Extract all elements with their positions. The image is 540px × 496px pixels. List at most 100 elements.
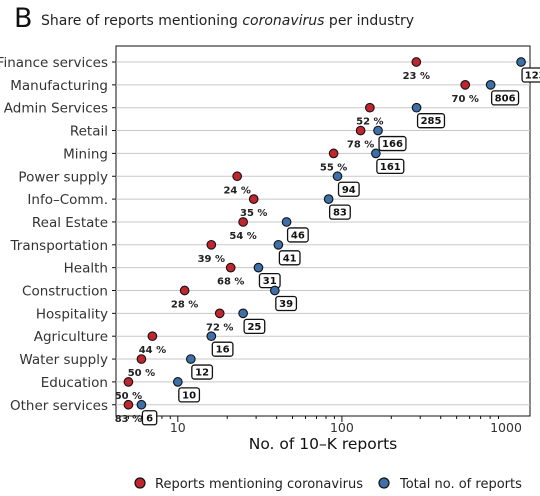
mentioning-reports-point	[238, 217, 248, 227]
total-reports-point	[411, 102, 422, 113]
gridlines	[116, 61, 530, 406]
share-label: 44 %	[139, 345, 166, 356]
total-reports-point	[238, 308, 248, 319]
share-label: 83 %	[115, 414, 142, 425]
category-labels: Finance services Manufacturing Admin Servi…	[0, 55, 116, 414]
legend-marker-total-reports	[378, 477, 390, 489]
total-label-box	[211, 341, 234, 357]
legend: Reports mentioning coronavirus Total no.…	[134, 477, 522, 492]
total-reports-point	[273, 239, 284, 250]
chart-title-prefix: Share of reports mentioning	[41, 13, 242, 29]
total-label: 6	[146, 413, 153, 424]
legend-label-reports-mentioning: Reports mentioning coronavirus	[155, 477, 363, 492]
share-label: 50 %	[115, 391, 142, 402]
share-label: 24 %	[223, 185, 250, 196]
share-label: 54 %	[229, 231, 256, 242]
total-reports-point	[516, 57, 526, 67]
mentioning-reports-point	[355, 125, 366, 136]
total-reports-point	[206, 331, 217, 342]
category-label: Power supply	[18, 169, 108, 185]
total-label: 16	[216, 345, 230, 356]
plot-frame	[115, 45, 531, 417]
total-label: 39	[279, 299, 293, 310]
total-reports-point	[269, 285, 280, 296]
mentioning-reports-point	[136, 354, 147, 364]
total-label-box	[191, 364, 214, 380]
chart-title: Share of reports mentioning coronavirus …	[41, 13, 414, 29]
total-label-box	[491, 90, 520, 106]
total-reports-point	[371, 148, 381, 159]
total-label-box	[275, 295, 298, 312]
share-label: 23 %	[403, 71, 430, 82]
chart-title-suffix: per industry	[324, 13, 414, 29]
category-label: Manufacturing	[10, 78, 108, 94]
x-tick-label: 1000	[490, 420, 522, 435]
total-reports-point	[253, 262, 264, 273]
total-label: 285	[421, 116, 442, 127]
share-label: 39 %	[198, 254, 225, 265]
category-label: Transportation	[10, 238, 108, 254]
mentioning-reports-point	[206, 239, 217, 250]
panel-letter: B	[14, 3, 33, 34]
legend-label-total-reports: Total no. of reports	[399, 477, 522, 492]
share-label: 35 %	[240, 208, 267, 219]
total-reports-point	[136, 399, 147, 410]
share-label: 50 %	[128, 368, 155, 379]
mentioning-reports-point	[365, 102, 375, 113]
category-label: Construction	[22, 284, 108, 300]
total-label-box	[416, 113, 446, 129]
category-label: Education	[41, 375, 108, 391]
mentioning-reports-point	[328, 148, 339, 159]
category-label: Finance services	[0, 55, 108, 71]
total-label-box	[378, 135, 407, 152]
category-label: Mining	[63, 146, 108, 162]
total-reports-point	[485, 79, 496, 90]
category-label: Info–Comm.	[27, 192, 108, 208]
total-label: 31	[263, 276, 277, 287]
mentioning-reports-point	[225, 262, 236, 273]
category-label: Other services	[10, 398, 108, 414]
total-label-box	[243, 318, 266, 335]
total-label: 41	[283, 253, 297, 264]
mentioning-reports-point	[179, 285, 190, 296]
mentioning-reports-point	[214, 308, 225, 319]
total-label-box	[286, 227, 309, 243]
total-label: 94	[342, 185, 356, 196]
total-label: 10	[182, 390, 196, 401]
total-label-box	[328, 204, 351, 220]
legend-marker-reports-mentioning	[134, 477, 146, 489]
share-label: 52 %	[356, 117, 383, 128]
category-label: Real Estate	[32, 215, 108, 231]
mentioning-reports-point	[460, 79, 471, 90]
mentioning-reports-point	[411, 57, 422, 67]
total-label: 46	[291, 230, 305, 241]
mentioning-reports-point	[232, 171, 243, 182]
chart-title-italic: coronavirus	[242, 13, 324, 29]
share-label: 70 %	[451, 94, 478, 105]
category-label: Retail	[70, 124, 108, 140]
total-reports-point	[185, 354, 196, 364]
total-label: 166	[382, 139, 403, 150]
share-label: 68 %	[217, 277, 244, 288]
total-label: 83	[333, 208, 347, 219]
share-label: 78 %	[347, 140, 374, 151]
total-label-box	[337, 181, 360, 197]
x-tick-label: 10	[170, 420, 186, 435]
total-label-box	[141, 410, 158, 426]
total-label-box	[278, 250, 301, 266]
share-label: 72 %	[206, 322, 233, 333]
total-reports-point	[332, 171, 343, 182]
total-label-box	[258, 272, 281, 289]
x-tick-label: 100	[330, 420, 354, 435]
share-label: 28 %	[171, 300, 198, 311]
share-label: 55 %	[320, 162, 347, 173]
category-label: Admin Services	[4, 101, 108, 117]
total-label: 25	[247, 322, 261, 333]
category-label: Hospitality	[36, 306, 108, 322]
x-axis-ticks: 10 100 1000	[127, 416, 522, 435]
total-label: 806	[495, 93, 516, 104]
total-label: 161	[380, 162, 401, 173]
total-reports-point	[373, 125, 383, 136]
